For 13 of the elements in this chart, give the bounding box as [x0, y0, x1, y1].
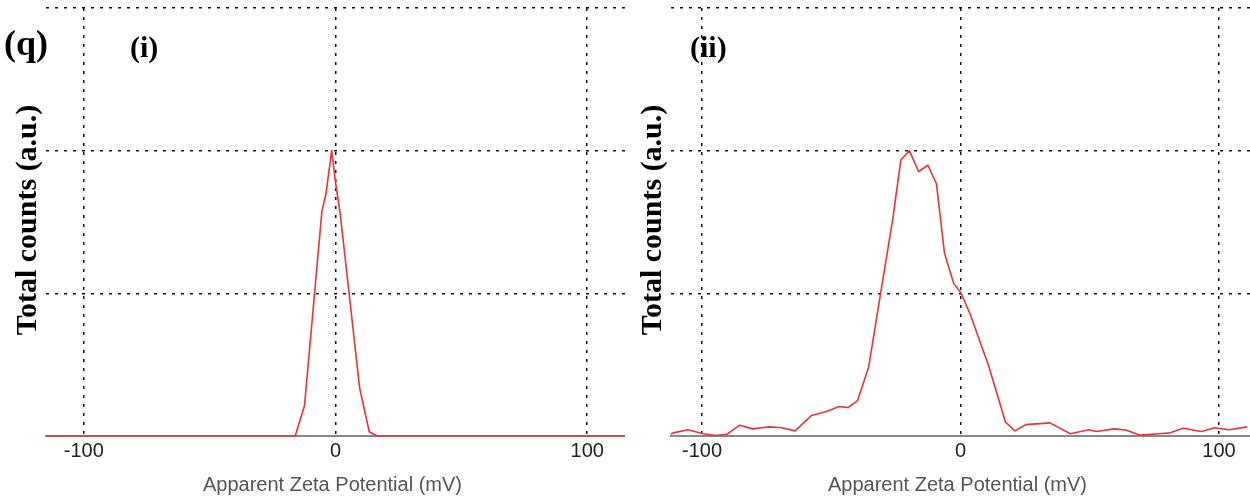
y-axis-title: Total counts (a.u.): [9, 104, 43, 336]
text: (q): [4, 22, 48, 64]
y-axis-title: Total counts (a.u.): [634, 104, 668, 336]
x-axis-title: Apparent Zeta Potential (mV): [827, 473, 1088, 496]
x-tick-label: -100: [682, 438, 723, 461]
x-tick-label: 100: [570, 438, 604, 461]
x-axis-title: Apparent Zeta Potential (mV): [202, 473, 463, 496]
chart-title: (i): [130, 30, 159, 64]
chart-title: (ii): [690, 30, 727, 64]
x-tick-label: 0: [954, 438, 967, 461]
x-tick-label: 0: [329, 438, 342, 461]
x-tick-label: 100: [1202, 438, 1236, 461]
x-tick-label: -100: [63, 438, 104, 461]
